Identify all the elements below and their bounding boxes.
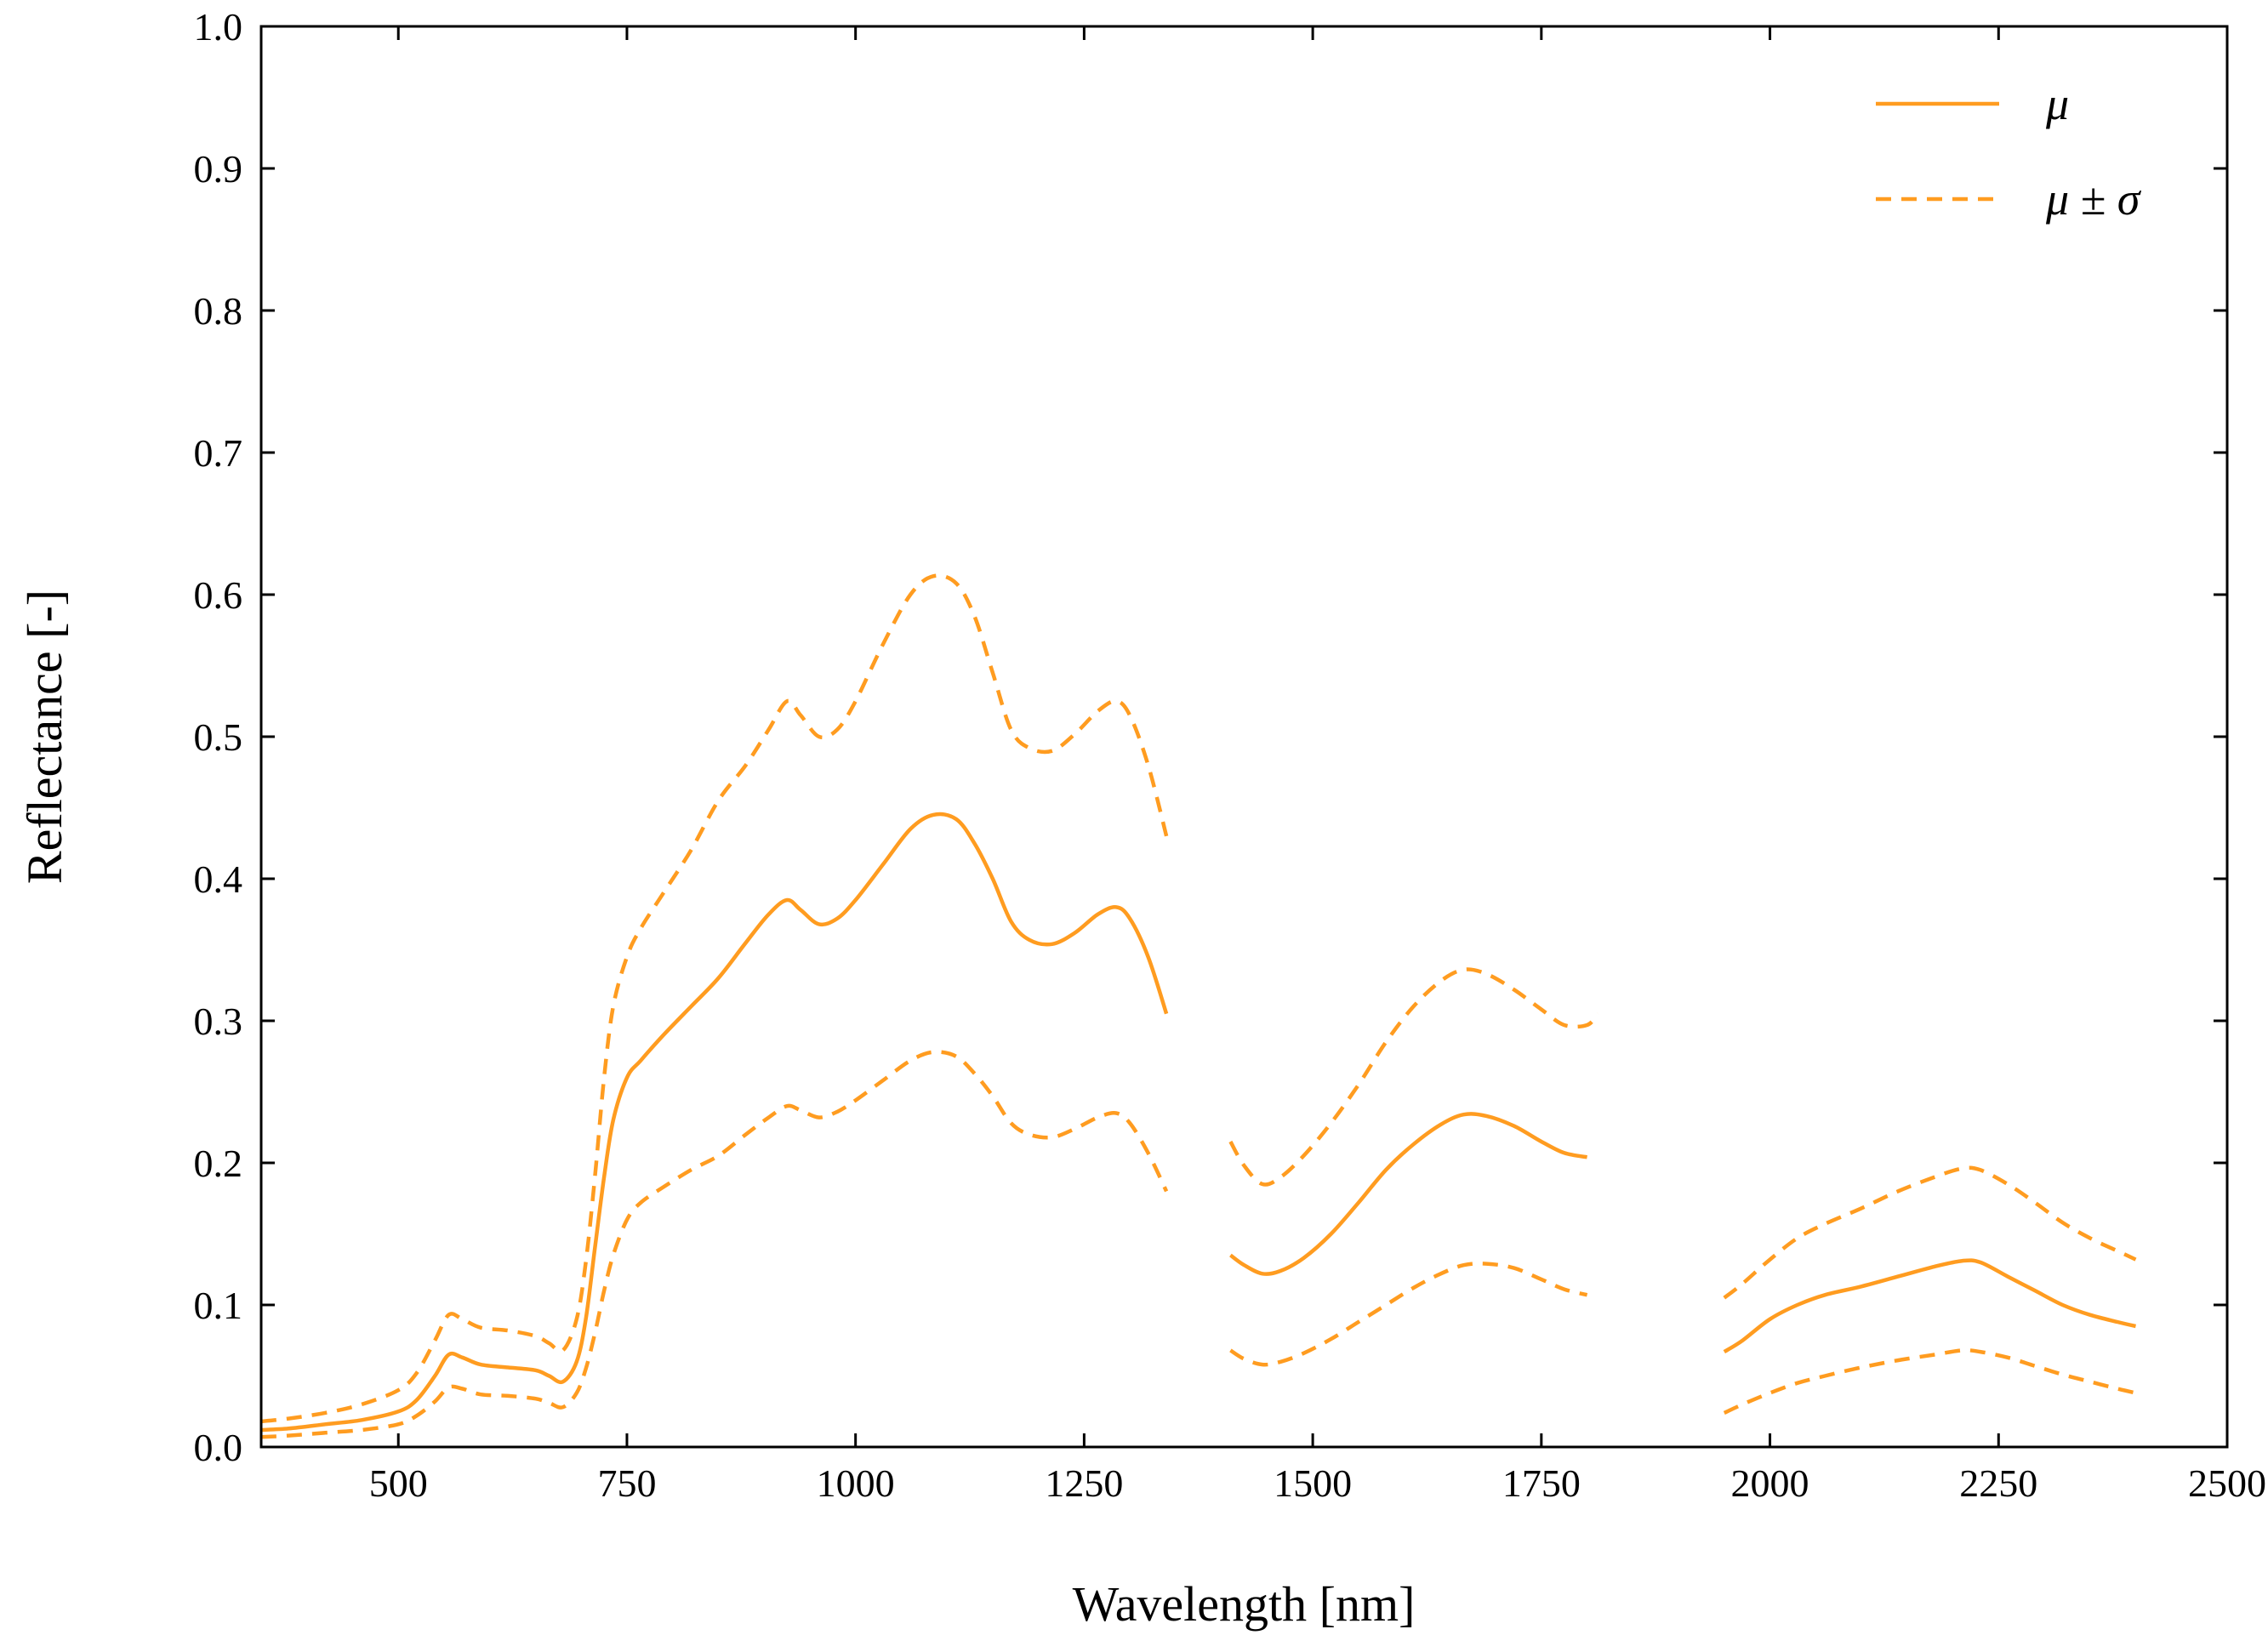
y-tick-label: 0.1 <box>194 1284 243 1327</box>
x-axis-label: Wavelength [nm] <box>1073 1576 1416 1632</box>
y-tick-label: 1.0 <box>194 5 243 48</box>
series-mu-minus-sigma-segment-2 <box>1229 1262 1588 1367</box>
x-tick-label: 750 <box>597 1461 656 1505</box>
y-axis-label: Reflectance [-] <box>17 590 72 884</box>
series-mu-minus-sigma-segment-1 <box>260 1050 1169 1439</box>
y-tick-label: 0.2 <box>194 1142 243 1185</box>
series-mu-plus-sigma-segment-2 <box>1228 967 1600 1187</box>
x-tick-label: 2000 <box>1731 1461 1809 1505</box>
axes-frame <box>259 25 2229 1449</box>
y-tick-label: 0.8 <box>194 289 243 333</box>
legend-label-mu: μ <box>2045 78 2069 129</box>
legend: μ μ ± σ <box>1876 78 2142 225</box>
y-tick-label: 0.4 <box>194 857 243 901</box>
series-mu-segment-1 <box>260 812 1169 1433</box>
series-mu-minus-sigma-segment-3 <box>1723 1348 2136 1415</box>
series-mu-segment-3 <box>1723 1258 2136 1354</box>
x-tick-label: 2500 <box>2188 1461 2266 1505</box>
x-tick-label: 2250 <box>1959 1461 2037 1505</box>
series-layer <box>260 573 2137 1439</box>
x-tick-label: 500 <box>369 1461 428 1505</box>
x-tick-label: 1500 <box>1274 1461 1352 1505</box>
x-tick-label: 1000 <box>817 1461 895 1505</box>
x-tick-label: 1750 <box>1502 1461 1581 1505</box>
y-tick-label: 0.9 <box>194 147 243 191</box>
series-mu-plus-sigma-segment-3 <box>1723 1165 2137 1300</box>
series-mu-plus-sigma-segment-1 <box>260 573 1169 1424</box>
y-tick-label: 0.5 <box>194 715 243 759</box>
y-tick-label: 0.0 <box>194 1426 243 1469</box>
x-tick-label: 1250 <box>1045 1461 1123 1505</box>
axis-ticks-layer: 500 750 1000 1250 1500 1750 2000 2250 2500 0.0 0.1… <box>194 5 2267 1505</box>
series-mu-segment-2 <box>1229 1112 1587 1276</box>
y-tick-label: 0.6 <box>194 573 243 617</box>
legend-label-mu-sigma: μ ± σ <box>2045 174 2142 225</box>
y-tick-label: 0.3 <box>194 1000 243 1043</box>
y-tick-label: 0.7 <box>194 431 243 475</box>
